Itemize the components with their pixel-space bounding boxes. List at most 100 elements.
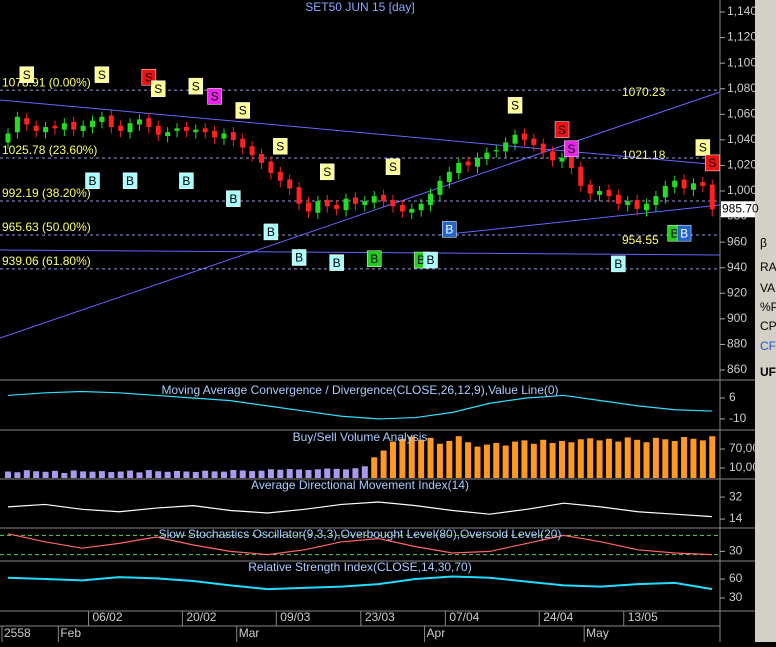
volume-bar	[202, 470, 209, 478]
candle-body	[418, 203, 424, 211]
y-tick-label: 30	[729, 544, 743, 558]
candle-body	[437, 180, 443, 195]
volume-bar	[42, 471, 49, 478]
candle-body	[90, 120, 96, 128]
signal-marker	[291, 249, 307, 266]
signal-marker	[676, 224, 692, 242]
candle-body	[324, 199, 330, 207]
signal-marker	[564, 140, 579, 158]
candle-body	[409, 208, 415, 213]
annotation: 1021.18	[622, 148, 666, 162]
candle-body	[230, 132, 236, 140]
y-tick-label: 1,120	[727, 30, 757, 44]
candle-body	[305, 202, 311, 212]
candle-body	[277, 171, 283, 181]
volume-bar	[108, 472, 115, 478]
candle-body	[399, 205, 405, 212]
signal-marker	[423, 251, 438, 269]
candle-body	[343, 198, 349, 211]
y-tick-label: 1,080	[727, 81, 757, 95]
toolbar-button[interactable]: UF	[760, 365, 776, 379]
candle-body	[381, 194, 387, 202]
candle-body	[493, 150, 499, 152]
candle-body	[550, 151, 556, 161]
volume-bar	[164, 471, 171, 478]
candle-body	[183, 127, 189, 131]
y-tick-label: 14	[729, 511, 743, 525]
volume-bar	[408, 436, 415, 478]
candle-body	[653, 196, 659, 206]
candle-body	[315, 201, 321, 213]
pane-title: Buy/Sell Volume Analysis	[293, 430, 428, 444]
candle-body	[521, 133, 527, 140]
signal-label: S	[154, 82, 162, 96]
trend-line	[0, 249, 721, 256]
volume-bar	[220, 471, 227, 478]
candle-body	[540, 143, 546, 153]
signal-label: B	[445, 223, 453, 237]
volume-bar	[343, 469, 350, 478]
signal-marker	[85, 172, 100, 190]
volume-bar	[305, 469, 312, 478]
candle-body	[33, 125, 39, 131]
signal-label: S	[23, 68, 31, 82]
x-tick-label: 23/03	[365, 610, 395, 624]
signal-label: S	[239, 104, 247, 118]
y-tick-label: 60	[729, 571, 743, 585]
candle-body	[202, 128, 208, 133]
volume-bar	[634, 439, 641, 478]
signal-label: S	[323, 165, 331, 179]
volume-bar	[521, 440, 528, 478]
signal-marker	[611, 255, 626, 273]
candle-body	[597, 191, 603, 195]
volume-bar	[465, 442, 472, 478]
volume-bar	[436, 443, 443, 478]
y-tick-label: 940	[727, 260, 747, 274]
x-tick-label: 09/03	[280, 610, 310, 624]
volume-bar	[624, 437, 631, 478]
signal-label: B	[671, 226, 679, 240]
signal-label: S	[389, 160, 397, 174]
candle-body	[428, 193, 434, 206]
candle-body	[71, 121, 77, 130]
signal-label: S	[98, 68, 106, 82]
candle-body	[606, 189, 612, 197]
candle-body	[512, 134, 518, 144]
toolbar-button[interactable]: β	[760, 236, 767, 250]
candle-body	[672, 180, 678, 188]
volume-bar	[530, 443, 537, 478]
signal-label: B	[370, 252, 378, 266]
volume-bar	[483, 444, 490, 478]
candle-body	[146, 118, 152, 128]
toolbar-button[interactable]: CF	[760, 339, 776, 353]
x-tick-label: 20/02	[186, 610, 216, 624]
signal-marker	[188, 77, 204, 95]
signal-marker	[19, 66, 35, 83]
y-tick-label: -10	[729, 411, 747, 425]
candle-body	[503, 142, 509, 152]
signal-marker	[705, 154, 720, 172]
volume-bar	[174, 470, 181, 478]
candle-body	[334, 205, 340, 209]
volume-bar	[249, 471, 256, 478]
toolbar-button[interactable]: VA	[760, 281, 775, 295]
y-tick-label: 32	[729, 489, 743, 503]
toolbar-button[interactable]: RA	[760, 260, 776, 274]
x-tick-label: 06/02	[93, 610, 123, 624]
pane-title: Moving Average Convergence / Divergence(…	[161, 383, 558, 397]
candle-body	[446, 171, 452, 183]
candle-body	[634, 199, 640, 209]
x-tick-label: 13/05	[628, 610, 658, 624]
signal-marker	[273, 138, 288, 155]
toolbar-button[interactable]: CP	[760, 319, 776, 333]
signal-marker	[320, 163, 335, 181]
toolbar-button[interactable]: %P	[760, 300, 776, 314]
volume-bar	[502, 445, 509, 478]
volume-bar	[324, 468, 331, 478]
candle-body	[127, 123, 133, 133]
y-tick-label: 1,000	[727, 183, 757, 197]
signal-label: B	[680, 226, 688, 240]
candle-body	[99, 116, 105, 122]
volume-bar	[258, 470, 265, 478]
